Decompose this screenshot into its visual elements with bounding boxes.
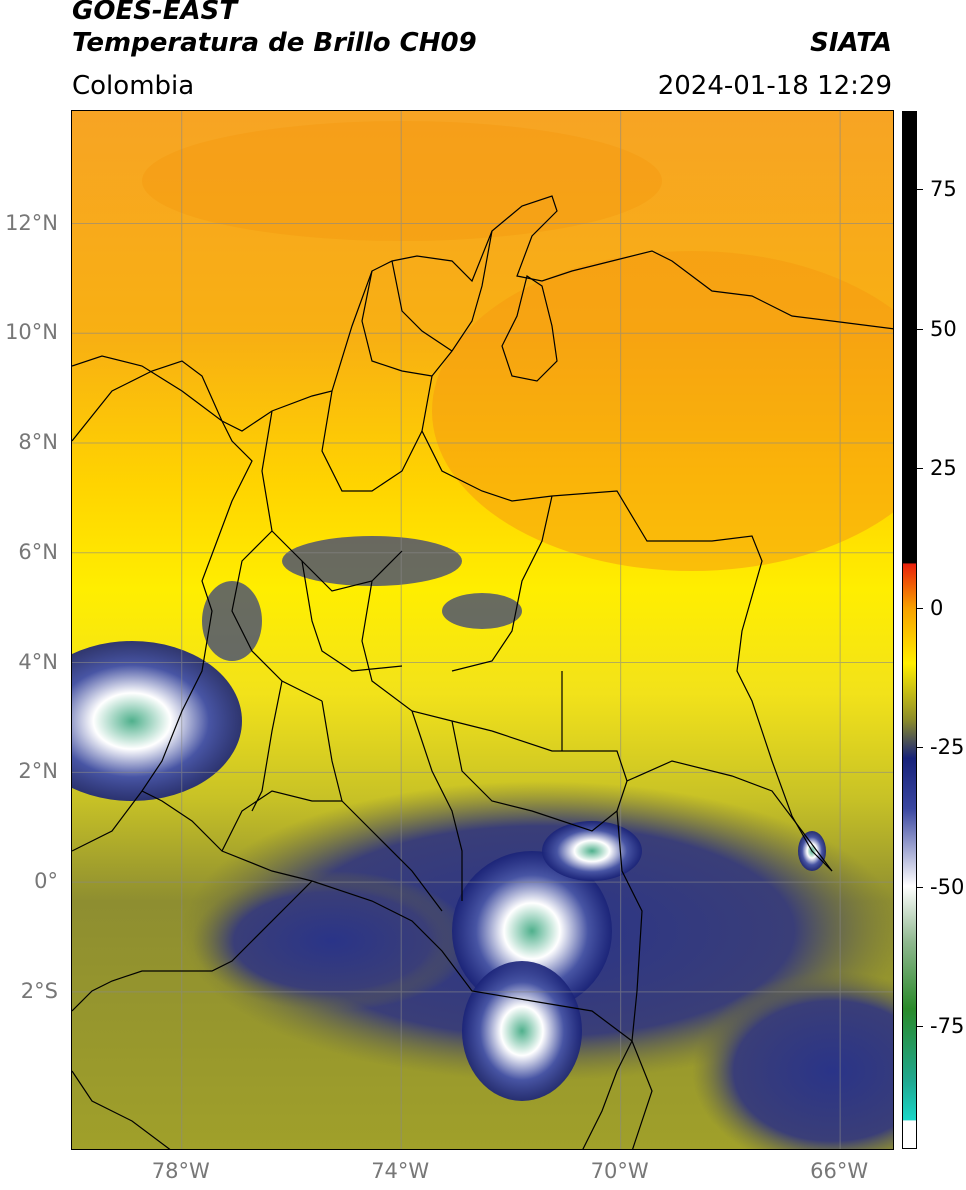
longitude-label: 70°W (590, 1159, 649, 1183)
colorbar-tick (917, 328, 923, 330)
title-product: Temperatura de Brillo CH09 (72, 28, 477, 58)
cold-region (692, 971, 893, 1149)
dept-line (301, 560, 403, 672)
latitude-label: 10°N (5, 320, 58, 345)
latitude-label: 4°N (18, 649, 58, 674)
warm-patch (142, 121, 662, 241)
dept-line (321, 390, 423, 492)
satellite-map[interactable] (71, 110, 894, 1150)
dept-line (391, 260, 453, 352)
maracaibo-lake (501, 275, 558, 382)
storm-cell (462, 961, 582, 1101)
dept-line (451, 495, 553, 672)
latitude-label: 0° (34, 869, 58, 894)
storm-cell (542, 821, 642, 881)
dept-line (411, 710, 463, 901)
colorbar-label: 25 (930, 456, 957, 481)
colorbar-tick (917, 1026, 923, 1028)
borders (72, 195, 893, 1149)
latitude-label: 12°N (5, 210, 58, 235)
dept-line (631, 1040, 653, 1149)
panama-coast (72, 360, 223, 442)
region-label: Colombia (72, 71, 195, 101)
ecuador-coast (72, 880, 313, 1012)
colorbar-label: -25 (930, 735, 965, 760)
dept-line (361, 580, 493, 732)
colorbar-label: 75 (930, 177, 957, 202)
title-satellite: GOES-EAST (72, 0, 238, 26)
peru-coast (72, 1070, 171, 1149)
dept-line (491, 730, 628, 782)
longitude-label: 78°W (151, 1159, 210, 1183)
dept-line (321, 700, 443, 912)
colorbar-label: 50 (930, 316, 957, 341)
latitude-label: 6°N (18, 539, 58, 564)
colombia-brazil-border (582, 760, 833, 1149)
colorbar-tick (917, 189, 923, 191)
colombia-venezuela-border (421, 230, 833, 872)
colorbar-tick (917, 468, 923, 470)
latitude-label: 2°S (20, 978, 58, 1003)
dept-line (451, 720, 618, 832)
storm-cell (442, 593, 522, 629)
latitude-label: 2°N (18, 759, 58, 784)
warm-patch (432, 251, 893, 571)
colorbar-label: -75 (930, 1014, 965, 1039)
pacific-coast (72, 420, 253, 852)
colorbar-label: -50 (930, 874, 965, 899)
colombia-peru-border (141, 790, 633, 1042)
colorbar (902, 111, 917, 1149)
storm-cell (72, 641, 242, 801)
longitude-label: 74°W (371, 1159, 430, 1183)
colorbar-tick (917, 607, 923, 609)
brand-label: SIATA (810, 28, 892, 58)
dept-line (221, 790, 342, 852)
longitude-label: 66°W (810, 1159, 869, 1183)
dept-line (231, 530, 323, 702)
datetime-label: 2024-01-18 12:29 (657, 71, 892, 101)
colorbar-tick (917, 747, 923, 749)
colorbar-label: 0 (930, 595, 944, 620)
cold-region (192, 871, 472, 1011)
storm-cell (202, 581, 262, 661)
latitude-label: 8°N (18, 430, 58, 455)
dept-line (361, 270, 433, 377)
storm-cell (282, 536, 462, 586)
colorbar-tick (917, 886, 923, 888)
